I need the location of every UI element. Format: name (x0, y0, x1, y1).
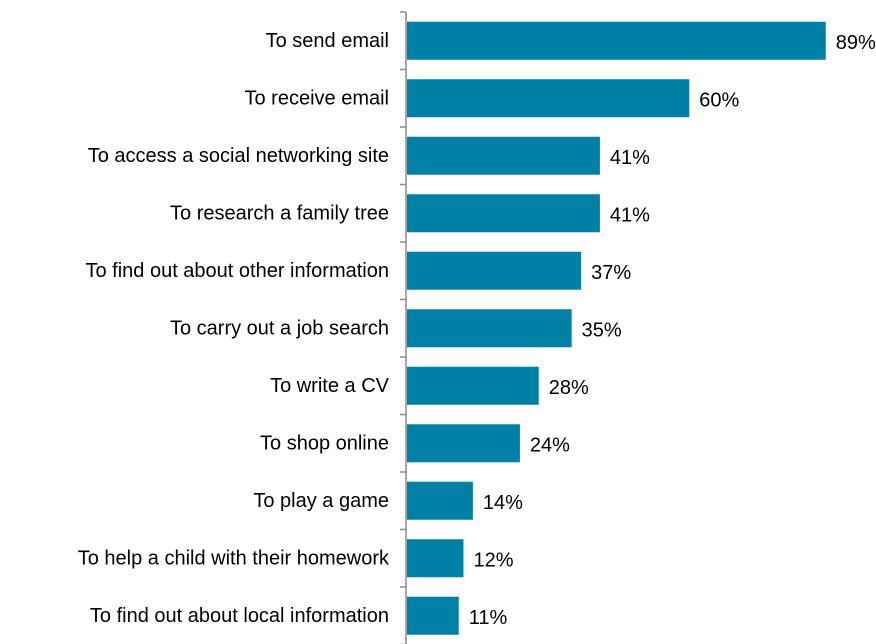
bar-9 (407, 539, 464, 578)
y-axis (400, 11, 407, 644)
value-label: 28% (549, 377, 589, 399)
value-label: 24% (530, 434, 570, 456)
category-label: To help a child with their homework (78, 547, 390, 569)
category-label: To receive email (244, 87, 389, 109)
category-label: To shop online (260, 432, 389, 454)
value-label: 41% (610, 147, 650, 169)
value-label: 60% (699, 89, 739, 111)
category-label: To write a CV (270, 375, 390, 397)
value-label: 89% (836, 32, 876, 54)
value-label: 41% (610, 204, 650, 226)
bar-7 (407, 424, 520, 463)
value-label: 14% (483, 492, 523, 514)
category-label: To play a game (253, 490, 389, 512)
value-label: 37% (591, 262, 631, 284)
bar-6 (407, 366, 539, 405)
category-label: To find out about local information (90, 605, 389, 627)
value-label: 11% (469, 607, 508, 629)
bar-10 (407, 596, 459, 635)
category-label: To find out about other information (85, 260, 389, 282)
category-labels-layer: To send email To receive email To access a… (78, 30, 390, 627)
value-label: 12% (473, 549, 513, 571)
value-label: 35% (582, 319, 622, 341)
bar-8 (407, 481, 473, 520)
value-labels-layer: 89% 60% 41% 41% 37% 35% 28% 24% 14% 12% 11% (469, 32, 876, 629)
bar-1 (407, 79, 690, 118)
bars-layer (407, 21, 826, 635)
category-label: To research a family tree (170, 202, 389, 224)
bar-2 (407, 136, 600, 175)
category-label: To access a social networking site (88, 145, 389, 167)
category-label: To carry out a job search (170, 317, 389, 339)
bar-4 (407, 251, 582, 290)
bar-5 (407, 309, 572, 348)
bar-0 (407, 21, 826, 60)
category-label: To send email (266, 30, 389, 52)
bar-3 (407, 194, 600, 233)
